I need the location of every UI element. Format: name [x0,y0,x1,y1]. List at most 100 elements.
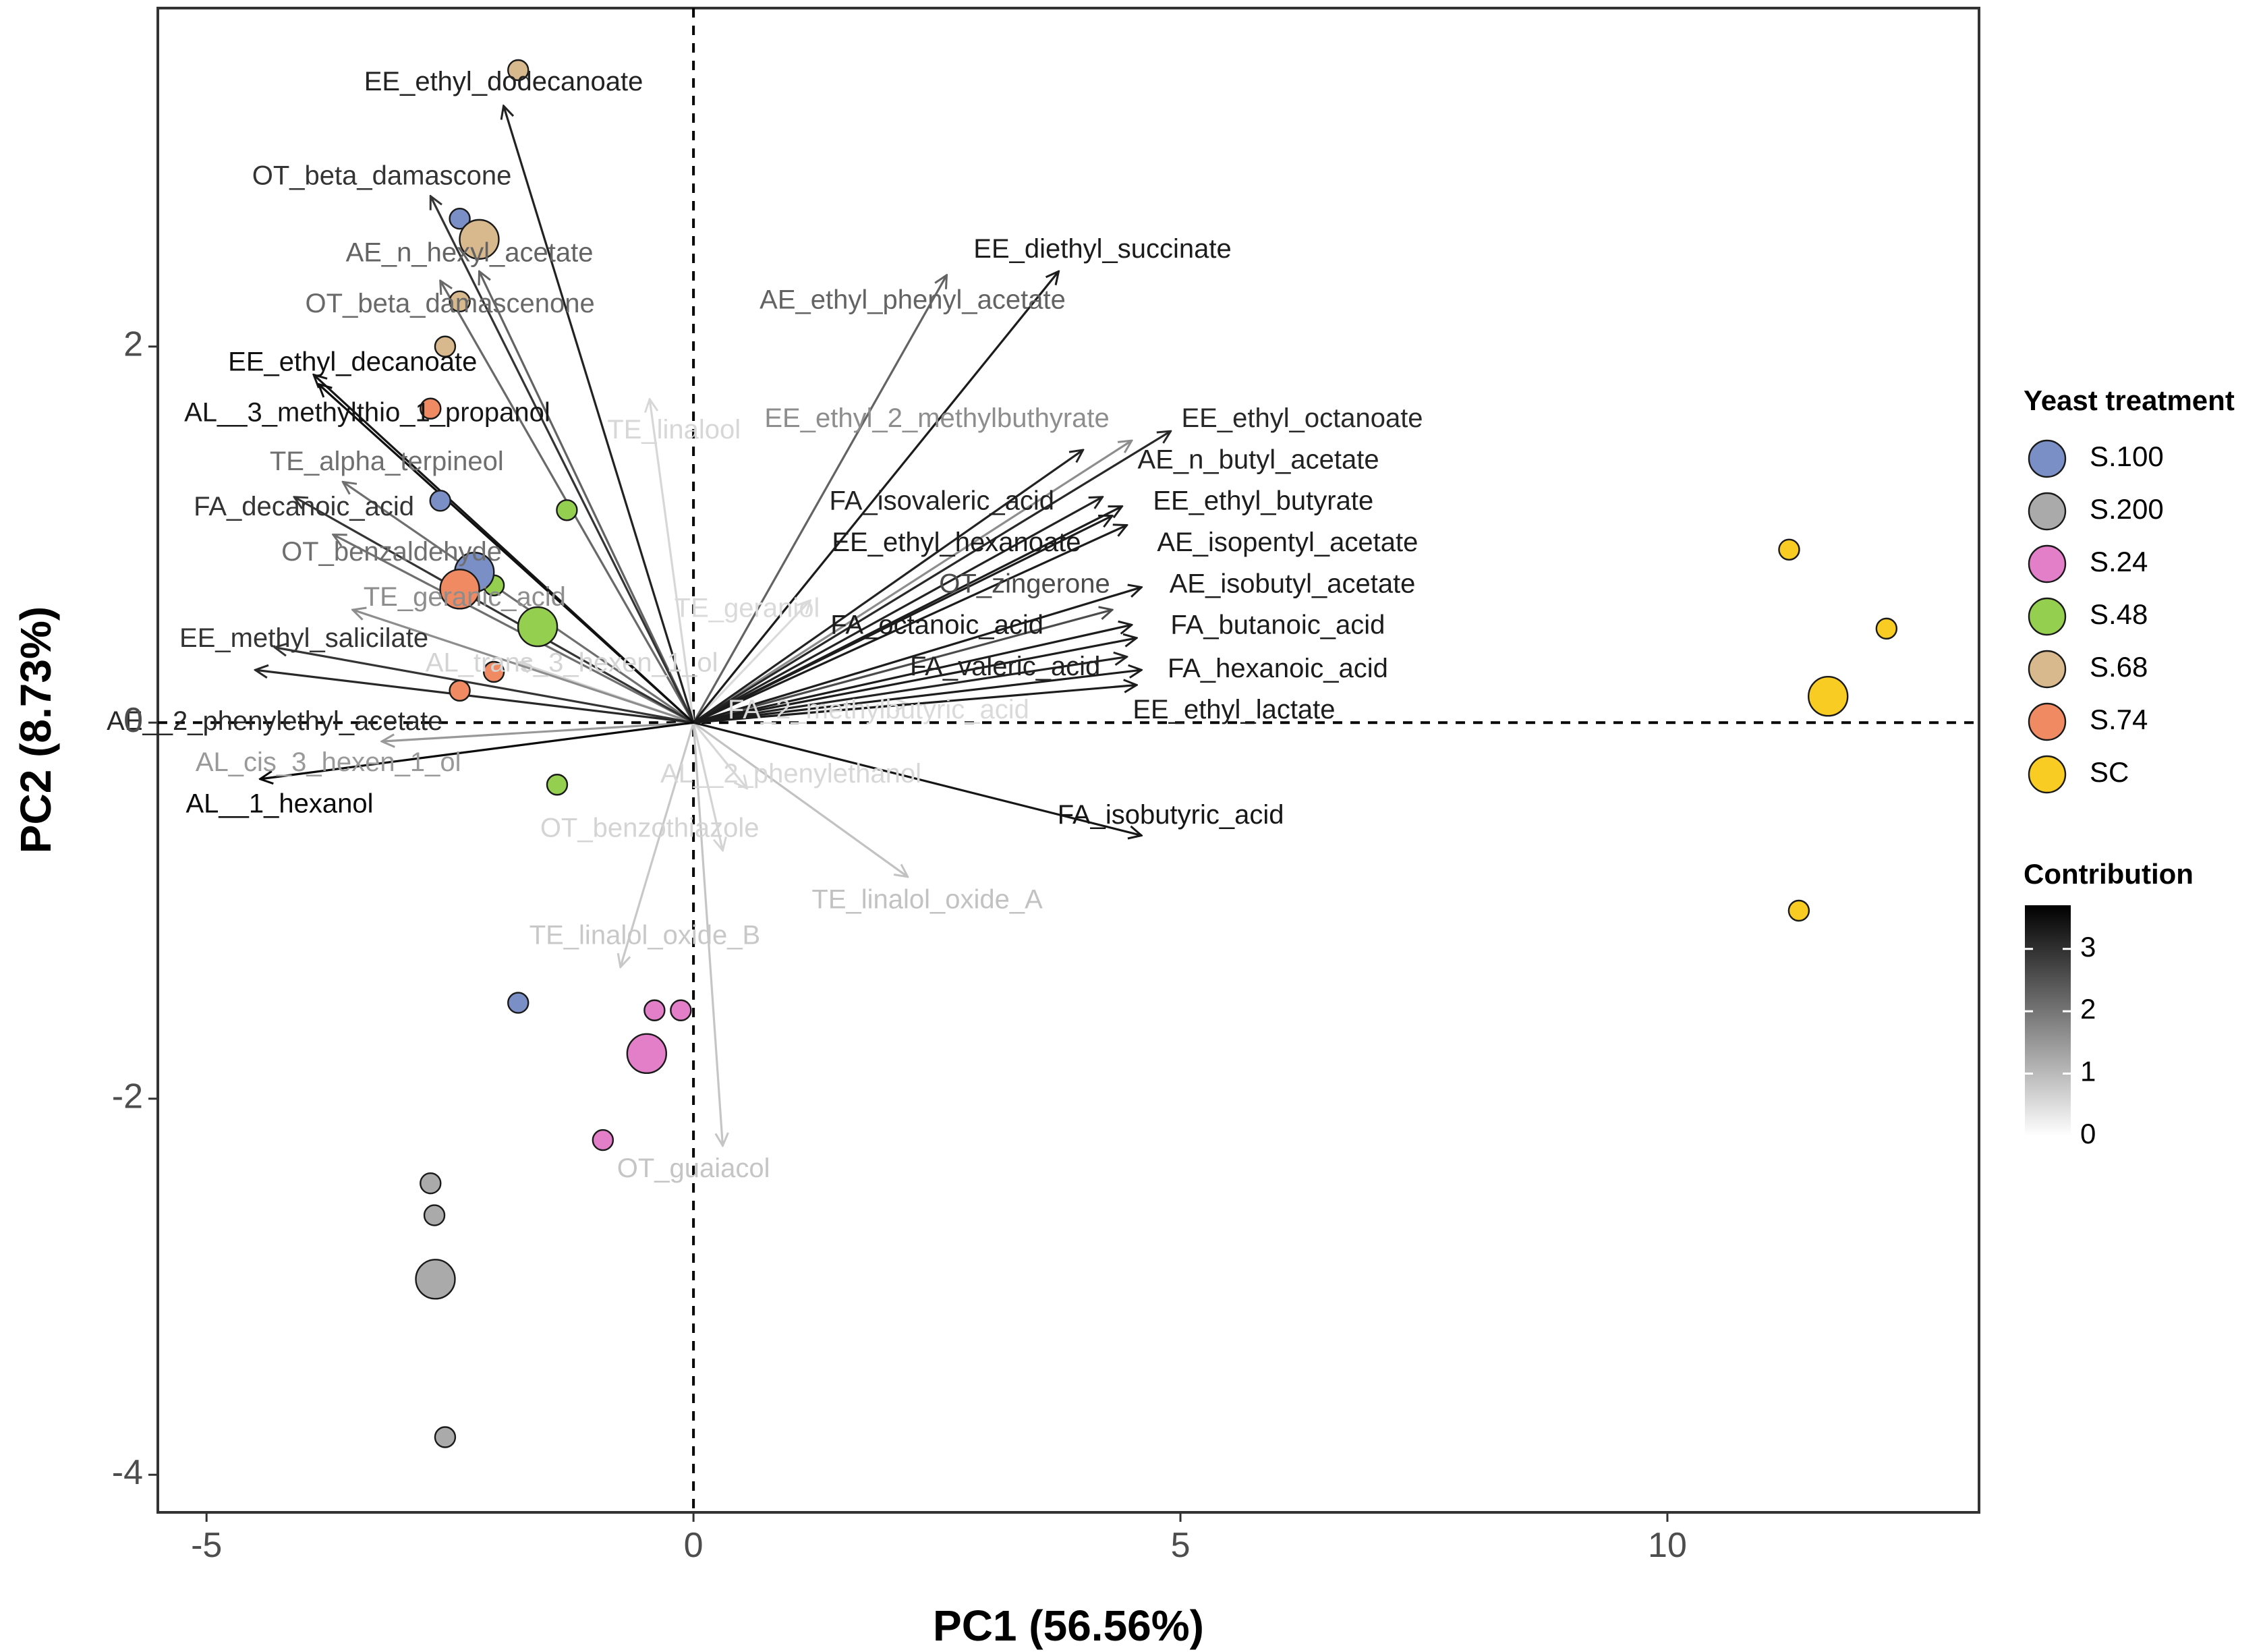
y-tick-label: 0 [123,701,143,740]
variable-labels: EE_ethyl_dodecanoate OT_beta_damascone AE_… [107,67,1423,1183]
label-fa-isobutyric-acid: FA_isobutyric_acid [1058,800,1284,830]
legend-swatch-sc [2028,755,2067,794]
label-ee-ethyl-2-methylbuthyrate: EE_ethyl_2_methylbuthyrate [764,403,1109,433]
arrow-fa-butanoic-acid [693,638,1137,724]
y-tick-label: 2 [123,324,143,364]
sample-points [415,59,1898,1448]
label-te-linalool: TE_linalool [607,415,741,445]
point-s-24 [643,999,666,1021]
arrow-ee-ethyl-octanoate [693,431,1170,724]
legend-label-s-48: S.48 [2090,598,2148,630]
arrow-ae-isopentyl-acetate [693,525,1127,724]
legend-treatments: S.100 S.200 S.24 S.48 S.68 S.74 SC [2028,439,2164,794]
label-fa-decanoic-acid: FA_decanoic_acid [194,492,414,521]
label-ot-benzothiazole: OT_benzothiazole [540,814,760,843]
point-s-200 [423,1204,446,1226]
contribution-colorbar [2025,905,2071,1136]
point-s-74 [449,679,471,702]
arrow-fa-decanoic-acid [294,497,694,724]
point-sc-centroid [1808,676,1849,717]
colorbar-tick-label: 3 [2080,931,2096,963]
point-s-24 [670,999,692,1021]
x-tick-label: 5 [1171,1526,1191,1565]
point-s-100 [429,490,451,512]
label-ae-2-phenylethyl-acetate: AE__2_phenylethyl_acetate [107,706,442,736]
legend-label-s-24: S.24 [2090,546,2148,577]
arrow-ee-diethyl-succinate [692,271,1058,724]
arrow-te-geraniol [692,600,810,724]
axes: -5 0 5 10 -4 -2 0 2 [112,324,1687,1565]
label-ee-ethyl-lactate: EE_ethyl_lactate [1133,695,1335,724]
x-tick-label: -5 [191,1526,222,1565]
label-ee-ethyl-butyrate: EE_ethyl_butyrate [1153,486,1373,516]
arrow-ee-ethyl-dodecanoate [504,106,695,723]
point-s-68 [449,290,471,313]
label-fa-valeric-acid: FA_valeric_acid [910,652,1100,681]
y-tick-label: -4 [112,1453,143,1492]
legend-swatch-s-48 [2028,597,2067,636]
arrow-al-1-hexanol [260,721,694,779]
variable-arrows [255,106,1170,1145]
point-s-100 [507,992,529,1014]
point-s-48 [546,774,569,796]
label-ot-beta-damascenone: OT_beta_damascenone [306,289,595,318]
point-s-48 [556,499,578,521]
point-sc [1787,899,1810,922]
y-axis-title: PC2 (8.73%) [11,606,60,853]
arrow-fa-isobutyric-acid [693,721,1141,835]
arrow-ot-guaiacol [692,722,722,1145]
point-s-74 [420,397,442,420]
point-s-48-centroid [517,606,558,648]
arrow-te-linalol-oxide-a [693,721,908,877]
legend-label-s-100: S.100 [2090,440,2164,472]
arrow-te-alpha-terpineol [343,482,695,724]
point-s-100 [449,208,471,230]
label-te-linalol-oxide-a: TE_linalol_oxide_A [811,885,1043,915]
legend-title-contribution: Contribution [2024,858,2194,890]
point-sc [1778,538,1800,561]
point-s-68-centroid [459,219,500,260]
arrow-ee-ethyl-lactate [693,685,1137,724]
colorbar-tick-label: 2 [2080,993,2096,1025]
legend-label-s-68: S.68 [2090,651,2148,683]
label-ee-ethyl-hexanoate: EE_ethyl_hexanoate [832,528,1081,557]
label-ot-guaiacol: OT_guaiacol [617,1153,770,1183]
label-ee-methyl-salicilate: EE_methyl_salicilate [179,623,428,653]
label-ae-isopentyl-acetate: AE_isopentyl_acetate [1157,528,1418,557]
legend-swatch-s-74 [2028,702,2067,741]
label-ee-ethyl-decanoate: EE_ethyl_decanoate [228,347,477,376]
label-al-2-phenylethanol: AL__2_phenylethanol [660,759,921,789]
arrow-te-linalool [650,399,695,723]
label-fa-isovaleric-acid: FA_isovaleric_acid [830,486,1055,516]
label-al-cis-3-hexen-1-ol: AL_cis_3_hexen_1_ol [196,747,461,777]
colorbar-tick-label: 1 [2080,1056,2096,1087]
label-fa-butanoic-acid: FA_butanoic_acid [1170,610,1385,640]
arrow-ae-isobutyl-acetate [693,588,1141,724]
x-tick-label: 10 [1648,1526,1687,1565]
arrow-ee-ethyl-decanoate [318,384,695,724]
contribution-ticks: 0 1 2 3 [2025,931,2096,1149]
legend-swatch-s-24 [2028,544,2067,583]
legend-label-s-74: S.74 [2090,704,2148,735]
legend-swatch-s-100 [2028,439,2067,478]
label-al-1-hexanol: AL__1_hexanol [185,789,373,818]
arrow-fa-octanoic-acid [693,625,1132,724]
point-sc [1875,617,1898,640]
label-te-alpha-terpineol: TE_alpha_terpineol [270,447,504,476]
x-tick-label: 0 [684,1526,704,1565]
label-te-geraniol: TE_geraniol [675,594,820,623]
legend-label-s-200: S.200 [2090,493,2164,525]
label-ee-diethyl-succinate: EE_diethyl_succinate [973,234,1231,264]
label-fa-hexanoic-acid: FA_hexanoic_acid [1168,654,1388,683]
label-ee-ethyl-dodecanoate: EE_ethyl_dodecanoate [364,67,643,96]
label-ee-ethyl-octanoate: EE_ethyl_octanoate [1182,403,1423,433]
label-ot-beta-damascone: OT_beta_damascone [252,161,512,190]
arrow-ae-2-phenylethyl-acetate [255,670,694,724]
point-s-68 [507,59,529,82]
arrow-fa-valeric-acid [693,657,1127,724]
arrow-ae-n-hexyl-acetate [479,271,695,723]
arrow-ee-methyl-salicilate [275,648,694,724]
label-ae-isobutyl-acetate: AE_isobutyl_acetate [1170,569,1416,598]
arrow-fa-isovaleric-acid [693,497,1102,724]
